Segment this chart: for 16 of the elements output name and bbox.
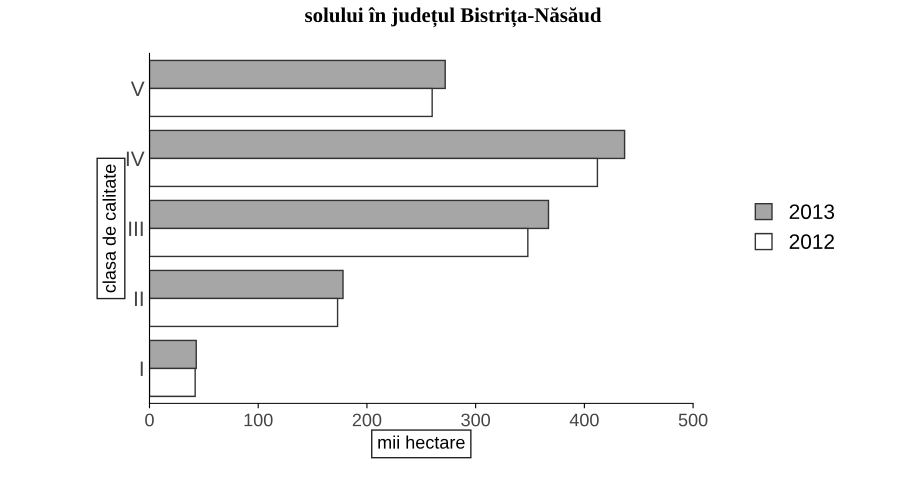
y-tick-label: III: [129, 222, 143, 236]
y-tick-label: IV: [126, 152, 145, 166]
y-tick-label: II: [134, 292, 143, 306]
y-axis-title: clasa de calitate: [102, 164, 116, 292]
x-axis-title: mii hectare: [378, 435, 465, 449]
x-tick-label: 500: [678, 414, 708, 426]
y-tick-label: V: [130, 82, 145, 96]
chart-title: solului în județul Bistrița-Năsăud: [305, 7, 602, 28]
x-tick-label: 400: [570, 414, 599, 426]
x-tick-label: 200: [352, 414, 382, 426]
x-tick-label: 300: [461, 414, 490, 426]
y-tick-label: I: [140, 362, 143, 376]
legend-label: 2013: [790, 204, 834, 220]
x-tick-label: 100: [244, 414, 273, 426]
legend-label: 2012: [790, 234, 834, 250]
x-tick-label: 0: [145, 414, 154, 426]
